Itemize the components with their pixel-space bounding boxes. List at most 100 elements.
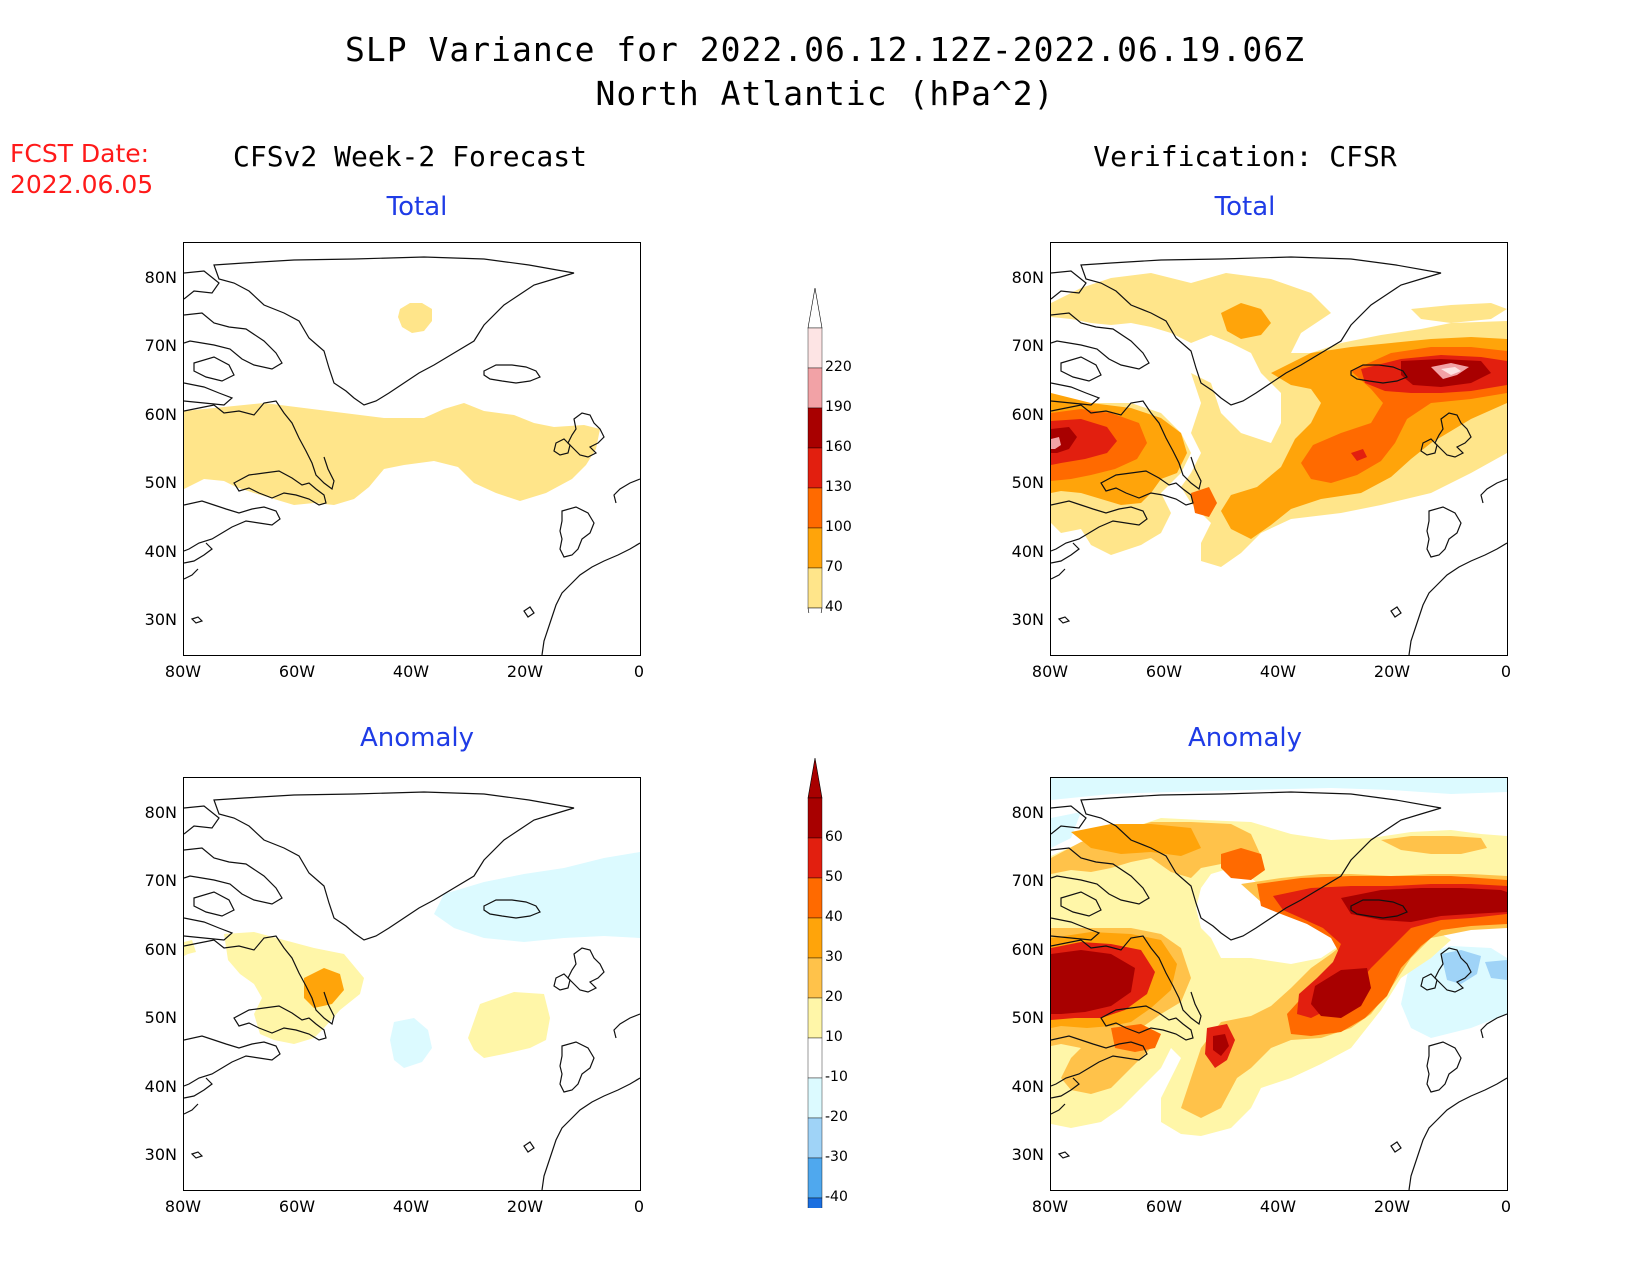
colorbar-swatch	[807, 407, 823, 449]
lon-tick-label: 40W	[392, 662, 430, 681]
lat-tick-label: 70N	[144, 336, 177, 355]
fcst-date-block: FCST Date: 2022.06.05	[10, 138, 153, 200]
lat-tick-label: 80N	[1011, 268, 1044, 287]
forecast-anomaly-subtitle: Anomaly	[359, 723, 475, 753]
colorbar-swatch	[807, 797, 823, 839]
lon-tick-label: 80W	[164, 662, 202, 681]
lat-tick-label: 40N	[1011, 1077, 1044, 1096]
lat-tick-label: 60N	[144, 940, 177, 959]
lon-tick-label: 60W	[278, 662, 316, 681]
lat-tick-label: 50N	[1011, 1008, 1044, 1027]
forecast-total-map	[183, 242, 641, 656]
colorbar-tick-label: 30	[825, 949, 843, 965]
lat-tick-label: 30N	[144, 1145, 177, 1164]
lat-tick-label: 50N	[1011, 473, 1044, 492]
colorbar-swatch	[807, 1037, 823, 1079]
colorbar-lower-triangle	[807, 607, 823, 613]
lon-tick-label: 40W	[1259, 662, 1297, 681]
colorbar-swatch	[807, 957, 823, 999]
colorbar-tick-label: 190	[825, 399, 852, 415]
lat-tick-label: 70N	[144, 871, 177, 890]
lat-tick-label: 80N	[144, 268, 177, 287]
colorbar-tick-label: 220	[825, 359, 852, 375]
colorbar-tick-label: 160	[825, 439, 852, 455]
lon-tick-label: 80W	[1031, 662, 1069, 681]
colorbar-swatch	[807, 527, 823, 569]
colorbar-swatch	[807, 567, 823, 609]
colorbar-tick-label: 40	[825, 599, 843, 615]
colorbar-anomaly	[807, 758, 823, 1208]
colorbar-tick-label: -20	[825, 1109, 848, 1125]
colorbar-swatch	[807, 1197, 823, 1208]
colorbar-tick-label: 130	[825, 479, 852, 495]
colorbar-upper-triangle	[807, 288, 823, 329]
lat-tick-label: 60N	[144, 405, 177, 424]
verification-total-shading	[1051, 273, 1507, 567]
lat-tick-label: 70N	[1011, 336, 1044, 355]
colorbar-swatch	[807, 837, 823, 879]
colorbar-swatch	[807, 997, 823, 1039]
forecast-anomaly-shading	[184, 852, 640, 1068]
lon-tick-label: 80W	[1031, 1197, 1069, 1216]
main-title: SLP Variance for 2022.06.12.12Z-2022.06.…	[345, 30, 1305, 69]
colorbar-tick-label: 10	[825, 1029, 843, 1045]
colorbar-swatch	[807, 1077, 823, 1119]
colorbar-tick-label: 40	[825, 909, 843, 925]
lon-tick-label: 20W	[506, 662, 544, 681]
lat-tick-label: 80N	[144, 803, 177, 822]
forecast-total-shading	[184, 303, 600, 505]
lat-tick-label: 30N	[1011, 610, 1044, 629]
colorbar-tick-label: -10	[825, 1069, 848, 1085]
colorbar-tick-label: 60	[825, 829, 843, 845]
lat-tick-label: 40N	[1011, 542, 1044, 561]
lon-tick-label: 0	[1500, 1197, 1512, 1216]
colorbar-swatch	[807, 1157, 823, 1199]
main-subtitle: North Atlantic (hPa^2)	[595, 74, 1055, 113]
colorbar-swatch	[807, 487, 823, 529]
colorbar-swatch	[807, 877, 823, 919]
lon-tick-label: 60W	[1145, 1197, 1183, 1216]
lon-tick-label: 60W	[1145, 662, 1183, 681]
verification-column-title: Verification: CFSR	[1093, 140, 1397, 173]
verification-anomaly-subtitle: Anomaly	[1187, 723, 1303, 753]
colorbar-tick-label: 70	[825, 559, 843, 575]
lon-tick-label: 20W	[1373, 1197, 1411, 1216]
lon-tick-label: 0	[1500, 662, 1512, 681]
lon-tick-label: 40W	[392, 1197, 430, 1216]
colorbar-tick-label: -40	[825, 1189, 848, 1205]
colorbar-swatch	[807, 447, 823, 489]
verification-anomaly-shading	[1051, 778, 1507, 1136]
forecast-column-title: CFSv2 Week-2 Forecast	[232, 140, 587, 173]
lat-tick-label: 50N	[144, 473, 177, 492]
colorbar-tick-label: -30	[825, 1149, 848, 1165]
lat-tick-label: 60N	[1011, 940, 1044, 959]
lat-tick-label: 40N	[144, 1077, 177, 1096]
fcst-date-label: FCST Date:	[10, 139, 150, 168]
verification-anomaly-map	[1050, 777, 1508, 1191]
colorbar-swatch	[807, 367, 823, 409]
lat-tick-label: 60N	[1011, 405, 1044, 424]
lat-tick-label: 80N	[1011, 803, 1044, 822]
lon-tick-label: 20W	[1373, 662, 1411, 681]
colorbar-tick-label: 20	[825, 989, 843, 1005]
colorbar-upper-triangle	[807, 758, 823, 799]
lat-tick-label: 30N	[144, 610, 177, 629]
colorbar-swatch	[807, 327, 823, 369]
colorbar-tick-label: 50	[825, 869, 843, 885]
lon-tick-label: 40W	[1259, 1197, 1297, 1216]
lat-tick-label: 70N	[1011, 871, 1044, 890]
lon-tick-label: 80W	[164, 1197, 202, 1216]
colorbar-swatch	[807, 917, 823, 959]
lat-tick-label: 40N	[144, 542, 177, 561]
lat-tick-label: 50N	[144, 1008, 177, 1027]
lon-tick-label: 0	[633, 1197, 645, 1216]
lat-tick-label: 30N	[1011, 1145, 1044, 1164]
forecast-total-subtitle: Total	[386, 192, 448, 222]
lon-tick-label: 60W	[278, 1197, 316, 1216]
colorbar-swatch	[807, 1117, 823, 1159]
lon-tick-label: 0	[633, 662, 645, 681]
forecast-anomaly-map	[183, 777, 641, 1191]
colorbar-tick-label: 100	[825, 519, 852, 535]
lon-tick-label: 20W	[506, 1197, 544, 1216]
colorbar-total	[807, 288, 823, 613]
